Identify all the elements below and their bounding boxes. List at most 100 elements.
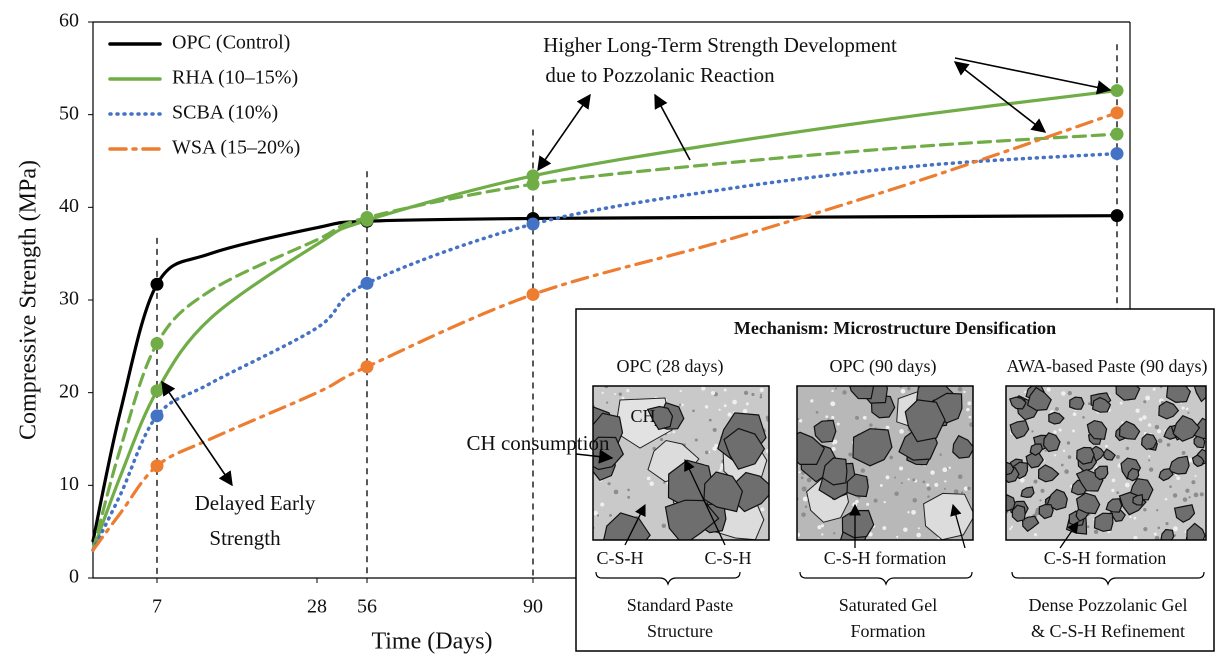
phase-label: CH: [630, 406, 655, 426]
speck: [1187, 412, 1189, 414]
speck: [961, 491, 963, 493]
product-label: C-S-H formation: [1044, 548, 1166, 568]
speck: [746, 402, 749, 405]
speck: [907, 511, 909, 513]
speck: [1088, 402, 1091, 405]
speck: [1011, 526, 1013, 528]
speck: [727, 412, 731, 416]
speck: [967, 487, 970, 490]
speck: [927, 495, 930, 498]
speck: [842, 390, 846, 394]
x-tick-label: 7: [152, 596, 162, 618]
speck: [1094, 530, 1098, 534]
speck: [1129, 516, 1131, 518]
speck: [1145, 395, 1150, 400]
speck: [1064, 469, 1069, 474]
speck: [918, 527, 920, 529]
data-point: [1111, 128, 1124, 141]
speck: [1167, 443, 1171, 447]
speck: [968, 416, 971, 419]
speck: [1143, 527, 1147, 531]
y-tick-label: 50: [59, 102, 79, 124]
panel-label: OPC (28 days): [617, 356, 724, 377]
speck: [751, 393, 754, 396]
x-tick-label: 90: [523, 596, 543, 618]
speck: [1040, 489, 1044, 493]
speck: [1194, 493, 1199, 498]
speck: [831, 390, 833, 392]
speck: [1200, 492, 1204, 496]
grain: [1095, 513, 1113, 531]
speck: [627, 496, 630, 499]
speck: [1082, 416, 1085, 419]
speck: [1173, 526, 1178, 531]
speck: [801, 476, 804, 479]
grain: [1077, 448, 1094, 465]
speck: [830, 401, 835, 406]
speck: [1158, 438, 1163, 443]
panel-label: OPC (90 days): [830, 356, 937, 377]
caption: Structure: [647, 621, 713, 641]
speck: [886, 426, 890, 430]
speck: [1034, 533, 1037, 536]
speck: [1176, 476, 1180, 480]
speck: [1148, 455, 1150, 457]
speck: [672, 431, 675, 434]
product-label: C-S-H: [596, 548, 643, 568]
micrograph-content: [1000, 379, 1215, 547]
speck: [1156, 509, 1158, 511]
speck: [833, 532, 835, 534]
caption: Saturated Gel: [839, 595, 937, 615]
data-point: [151, 278, 164, 291]
speck: [901, 482, 903, 484]
speck: [889, 456, 893, 460]
speck: [1183, 497, 1188, 502]
speck: [907, 387, 911, 391]
speck: [916, 533, 921, 538]
speck: [680, 390, 682, 392]
speck: [1126, 447, 1129, 450]
y-tick-label: 30: [59, 288, 79, 310]
speck: [626, 389, 629, 392]
speck: [848, 453, 852, 457]
speck: [1031, 430, 1033, 432]
speck: [1112, 478, 1116, 482]
speck: [954, 489, 959, 494]
speck: [606, 402, 608, 404]
speck: [896, 536, 898, 538]
speck: [1105, 445, 1108, 448]
speck: [1116, 455, 1120, 459]
data-point: [1111, 147, 1124, 160]
speck: [732, 400, 737, 405]
speck: [1061, 391, 1066, 396]
speck: [1194, 475, 1196, 477]
speck: [958, 387, 963, 392]
speck: [1148, 423, 1152, 427]
product-label: C-S-H formation: [824, 548, 946, 568]
speck: [681, 403, 684, 406]
speck: [801, 512, 806, 517]
data-point: [527, 288, 540, 301]
speck: [614, 490, 619, 495]
speck: [1087, 525, 1090, 528]
data-point: [527, 218, 540, 231]
speck: [1135, 409, 1139, 413]
speck: [1133, 517, 1136, 520]
data-point: [1111, 84, 1124, 97]
speck: [647, 477, 651, 481]
speck: [1125, 483, 1130, 488]
grain: [1012, 505, 1025, 521]
micrograph-content: [570, 384, 775, 557]
speck: [799, 471, 801, 473]
speck: [679, 404, 681, 406]
speck: [1068, 391, 1072, 395]
speck: [649, 481, 654, 486]
speck: [1142, 415, 1146, 419]
speck: [718, 409, 720, 411]
speck: [1073, 412, 1077, 416]
speck: [821, 524, 824, 527]
legend-label: SCBA (10%): [172, 102, 278, 124]
speck: [1149, 467, 1153, 471]
speck: [966, 408, 970, 412]
speck: [944, 488, 946, 490]
